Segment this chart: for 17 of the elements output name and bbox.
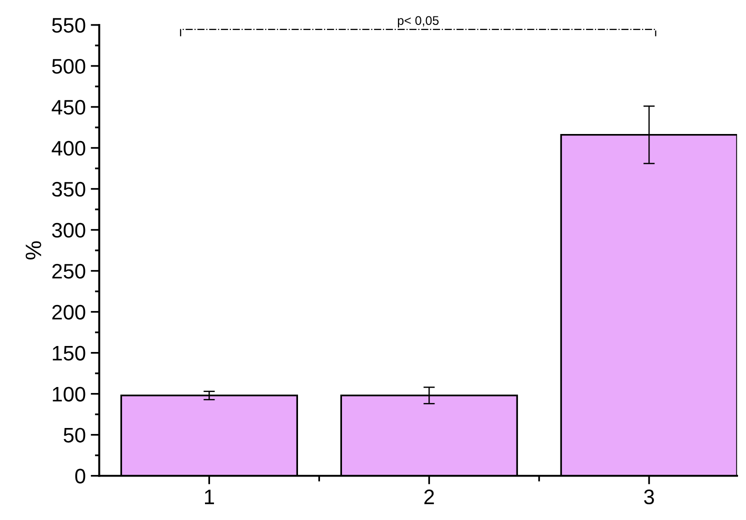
x-tick-label: 2: [424, 490, 434, 504]
y-tick-label: 550: [52, 18, 86, 33]
y-tick-label: 300: [52, 222, 86, 238]
y-tick-label: 200: [52, 304, 86, 320]
y-tick-label: 100: [52, 386, 86, 402]
y-tick-label: 350: [52, 182, 86, 197]
x-tick-label: 1: [204, 490, 214, 504]
annotation: p< 0,05: [398, 16, 439, 28]
y-tick-label: 450: [52, 100, 86, 115]
y-tick-label: 500: [52, 58, 86, 74]
y-tick-label: 0: [75, 468, 86, 484]
y-tick-label: 400: [52, 140, 86, 156]
y-tick-label: 250: [52, 264, 86, 279]
y-tick-label: 150: [52, 346, 86, 361]
y-axis-title: %: [26, 241, 42, 260]
y-tick-label: 50: [64, 428, 86, 443]
x-tick-label: 3: [644, 490, 654, 504]
